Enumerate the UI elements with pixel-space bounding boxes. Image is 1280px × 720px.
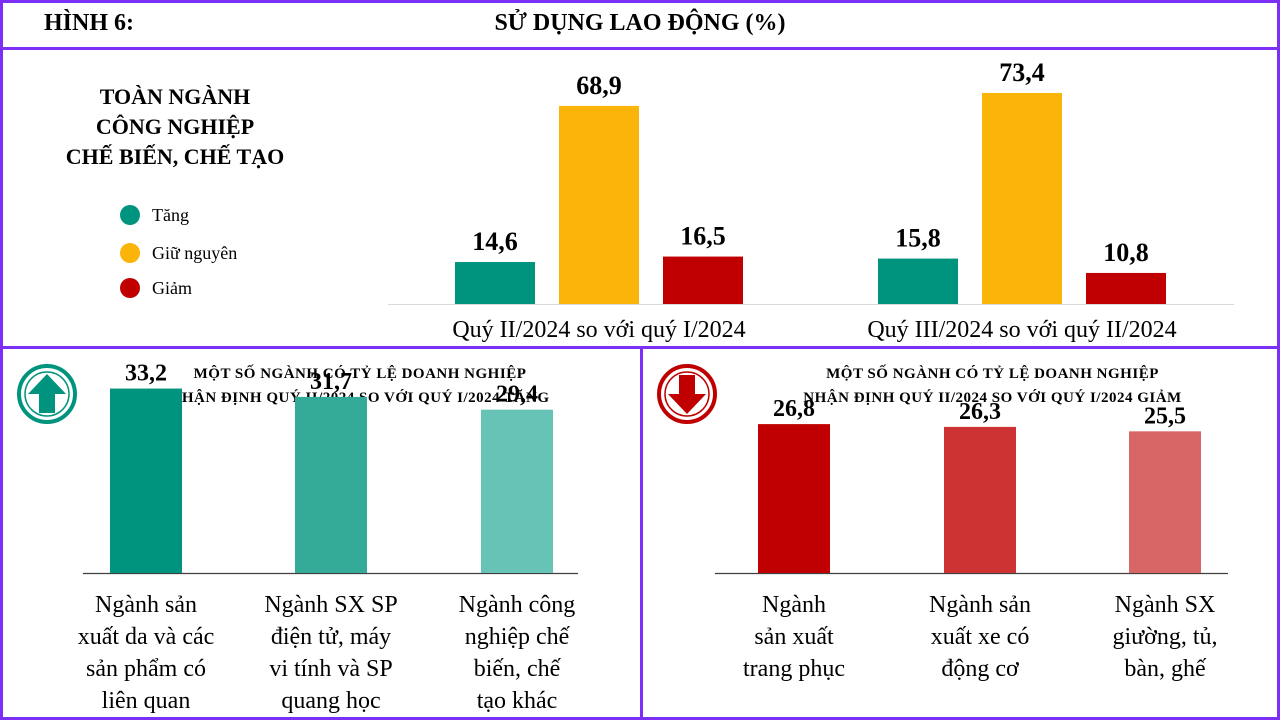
category-label: điện tử, máy	[271, 624, 391, 650]
category-label: giường, tủ,	[1112, 624, 1217, 650]
panel-divider	[640, 349, 643, 720]
data-label: 25,5	[1144, 403, 1186, 429]
category-label: Ngành sản	[95, 592, 197, 618]
category-label: nghiệp chế	[465, 624, 571, 650]
bar	[878, 258, 958, 304]
category-label: vi tính và SP	[269, 656, 392, 682]
data-label: 29,4	[496, 382, 538, 408]
figure-header	[0, 0, 1280, 50]
category-label: Ngành sản	[929, 592, 1031, 618]
category-label: quang học	[281, 688, 380, 714]
data-label: 68,9	[576, 71, 622, 100]
bar	[1086, 272, 1166, 304]
category-label: Ngành công	[459, 592, 576, 618]
data-label: 31,7	[310, 369, 352, 395]
right-bar-chart: 26,8 Ngành sản xuất trang phục 26,3 Ngành sản…	[715, 396, 1228, 682]
category-label: tạo khác	[477, 688, 558, 714]
data-label: 16,5	[680, 222, 726, 251]
category-label: Quý III/2024 so với quý II/2024	[867, 317, 1176, 343]
category-label: sản phẩm có	[86, 656, 206, 682]
data-label: 73,4	[999, 58, 1045, 87]
panel-title-line: NHẬN ĐỊNH QUÝ II/2024 SO VỚI QUÝ I/2024 …	[803, 390, 1182, 406]
legend-label: Giảm	[152, 278, 192, 298]
panel-title-line: MỘT SỐ NGÀNH CÓ TỶ LỆ DOANH NGHIỆP	[826, 366, 1159, 382]
figure-title: SỬ DỤNG LAO ĐỘNG (%)	[494, 10, 786, 36]
category-label: động cơ	[941, 656, 1019, 682]
bar	[944, 426, 1016, 573]
bar	[110, 388, 182, 573]
category-label: bàn, ghế	[1124, 656, 1207, 682]
bar	[481, 409, 553, 573]
category-label: biến, chế	[474, 656, 562, 682]
data-label: 33,2	[125, 361, 167, 387]
top-chart-title: TOÀN NGÀNH CÔNG NGHIỆP CHẾ BIẾN, CHẾ TẠO	[30, 82, 320, 172]
legend-label: Giữ nguyên	[152, 243, 238, 263]
top-title-line: CHẾ BIẾN, CHẾ TẠO	[65, 144, 285, 169]
category-label: xuất xe có	[931, 624, 1030, 650]
bar	[455, 262, 535, 304]
down-arrow-icon	[656, 363, 718, 430]
top-title-line: TOÀN NGÀNH	[99, 84, 251, 109]
bar	[559, 105, 639, 304]
category-label: trang phục	[743, 656, 845, 682]
data-label: 14,6	[472, 227, 518, 256]
right-panel-title: MỘT SỐ NGÀNH CÓ TỶ LỆ DOANH NGHIỆP NHẬN …	[720, 362, 1265, 410]
legend-swatch	[120, 205, 140, 225]
bar	[1129, 431, 1201, 573]
bar	[758, 424, 830, 573]
legend-swatch	[120, 278, 140, 298]
top-title-line: CÔNG NGHIỆP	[95, 114, 255, 139]
figure-label: HÌNH 6:	[44, 10, 134, 36]
legend-label: Tăng	[152, 205, 189, 225]
up-arrow-icon	[16, 363, 78, 430]
data-label: 10,8	[1103, 238, 1149, 267]
data-label: 26,3	[959, 399, 1001, 425]
category-label: Quý II/2024 so với quý I/2024	[452, 317, 745, 343]
data-label: 26,8	[773, 396, 815, 422]
category-label: Ngành SX	[1115, 592, 1216, 618]
category-label: liên quan	[102, 688, 191, 714]
panel-title-line: MỘT SỐ NGÀNH CÓ TỶ LỆ DOANH NGHIỆP	[193, 366, 527, 382]
left-bar-chart: 33,2 Ngành sản xuất da và các sản phẩm có li…	[78, 361, 578, 714]
category-label: sản xuất	[754, 624, 834, 650]
bar	[295, 396, 367, 573]
top-bar-chart: 14,6 68,9 16,5 Quý II/2024 so với quý I/202…	[388, 58, 1234, 343]
data-label: 15,8	[895, 224, 941, 253]
category-label: Ngành SX SP	[264, 592, 397, 618]
legend-swatch	[120, 243, 140, 263]
bar	[663, 256, 743, 304]
category-label: Ngành	[762, 592, 826, 618]
section-divider	[0, 346, 1280, 349]
category-label: xuất da và các	[78, 624, 215, 650]
bar	[982, 92, 1062, 304]
